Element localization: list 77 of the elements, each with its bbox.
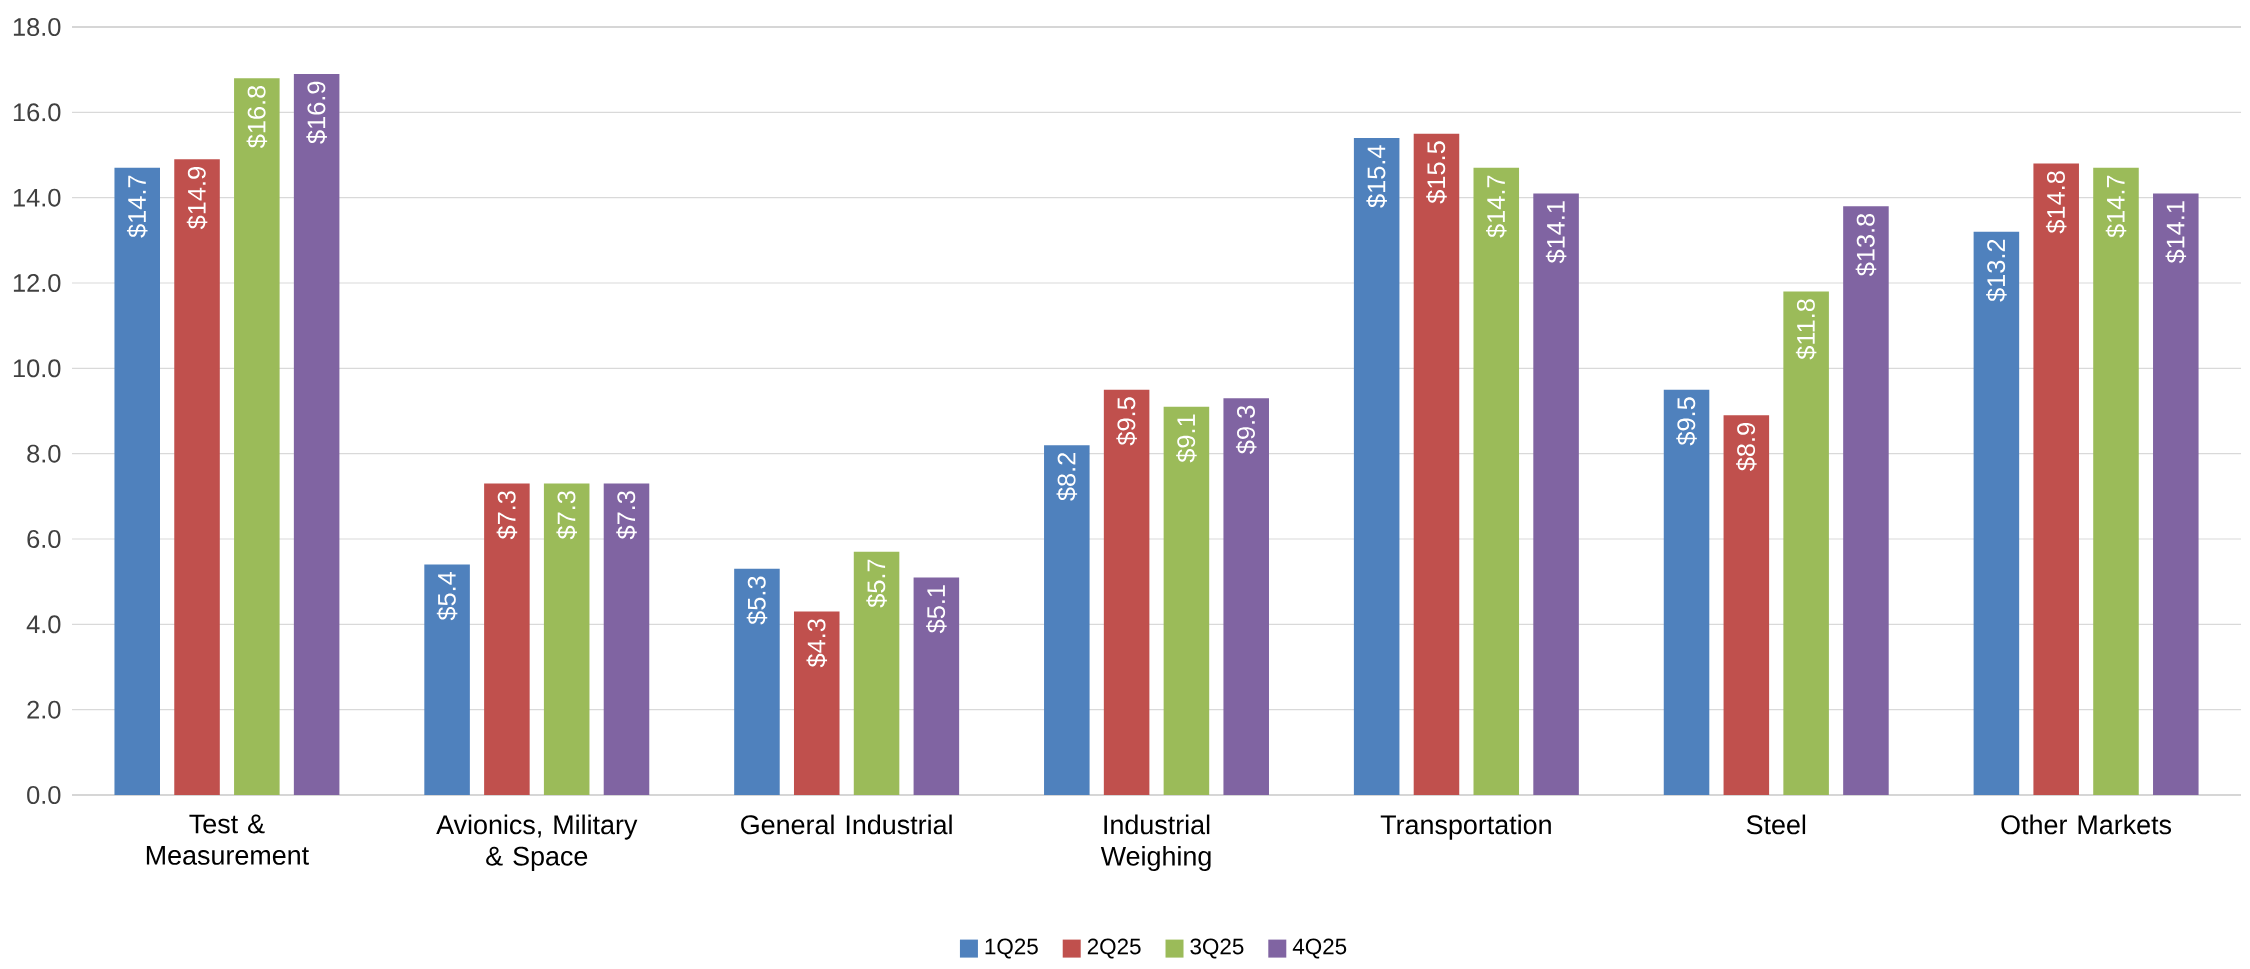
- bar: [913, 577, 960, 795]
- y-tick-label: 10.0: [13, 359, 61, 378]
- x-tick-label: Test & Measurement: [146, 814, 309, 865]
- bar: [1353, 137, 1400, 795]
- data-label: $9.5: [1676, 397, 1697, 446]
- data-label: $15.4: [1366, 145, 1387, 208]
- y-tick-label: 14.0: [13, 188, 61, 207]
- bar: [234, 78, 280, 795]
- data-label: $15.5: [1426, 141, 1447, 204]
- data-label: $8.2: [1056, 452, 1078, 501]
- data-label: $5.1: [926, 585, 947, 634]
- bar: [2033, 163, 2079, 795]
- y-tick-label: 18.0: [13, 18, 61, 36]
- data-label: $5.7: [866, 559, 887, 608]
- bar: [1223, 398, 1269, 795]
- bar: [793, 611, 840, 795]
- data-label: $9.5: [1116, 397, 1137, 446]
- bar: [1723, 415, 1770, 795]
- y-tick-label: 12.0: [13, 274, 61, 292]
- data-label: $7.3: [496, 491, 518, 540]
- y-tick-label: 6.0: [27, 530, 61, 548]
- legend-label: 1Q25: [985, 938, 1038, 959]
- data-label: $14.9: [186, 167, 208, 230]
- bar: [603, 483, 650, 795]
- data-label: $9.3: [1235, 405, 1257, 454]
- y-tick-label: 4.0: [26, 615, 61, 634]
- bar: [1103, 389, 1150, 795]
- x-tick-label: Other Markets: [2001, 814, 2172, 835]
- bar: [114, 167, 160, 795]
- bar: [293, 73, 340, 795]
- bar: [1533, 193, 1579, 795]
- data-label: $5.4: [436, 571, 458, 621]
- bar: [484, 483, 530, 795]
- bar: [1783, 291, 1829, 795]
- legend-label: 2Q25: [1087, 938, 1141, 959]
- bar: [1473, 167, 1520, 795]
- bar: [174, 159, 220, 795]
- legend-label: 4Q25: [1292, 938, 1347, 959]
- data-label: $7.3: [616, 491, 637, 540]
- x-tick-label: Industrial Weighing: [1100, 814, 1211, 872]
- data-label: $14.1: [2165, 201, 2187, 264]
- data-label: $13.8: [1855, 213, 1877, 277]
- bar: [543, 483, 590, 795]
- x-tick-label: Transportation: [1380, 814, 1551, 840]
- bar: [1413, 133, 1460, 795]
- y-tick-label: 2.0: [27, 700, 61, 719]
- data-label: $7.3: [556, 491, 577, 540]
- data-label: $14.1: [1545, 201, 1567, 264]
- bar: [1973, 231, 2020, 795]
- y-tick-label: 16.0: [13, 103, 61, 122]
- data-label: $14.7: [1486, 175, 1507, 238]
- data-label: $11.8: [1795, 299, 1817, 360]
- bar: [2093, 167, 2139, 795]
- data-label: $9.1: [1176, 414, 1197, 463]
- data-label: $14.7: [2105, 175, 2127, 238]
- x-tick-label: Avionics, Military & Space: [436, 814, 638, 872]
- data-label: $5.3: [746, 576, 768, 625]
- data-label: $14.8: [2045, 171, 2067, 234]
- bar: [853, 551, 900, 795]
- data-label: $16.8: [246, 85, 268, 149]
- bar: [1663, 389, 1710, 795]
- y-tick-label: 8.0: [27, 444, 61, 463]
- y-tick-label: 0.0: [27, 786, 61, 804]
- data-label: $14.7: [126, 175, 148, 238]
- bar: [2153, 193, 2199, 795]
- legend-label: 3Q25: [1190, 938, 1244, 959]
- data-label: $8.9: [1736, 423, 1757, 471]
- data-label: $13.2: [1986, 239, 2007, 302]
- bar: [424, 564, 470, 795]
- bar: [1044, 445, 1090, 795]
- data-label: $16.9: [306, 81, 327, 144]
- x-tick-label: General Industrial: [741, 814, 952, 835]
- bar: [1163, 406, 1210, 795]
- bar: [1843, 206, 1889, 795]
- x-tick-label: Steel: [1746, 814, 1806, 835]
- bar: [734, 568, 780, 795]
- data-label: $4.3: [806, 619, 828, 668]
